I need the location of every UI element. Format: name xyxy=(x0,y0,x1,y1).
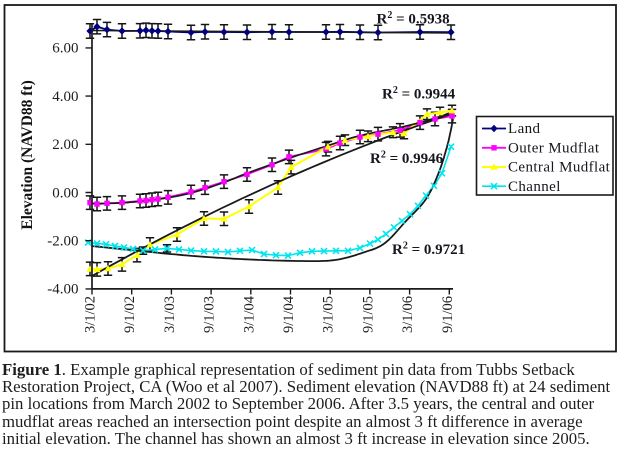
svg-text:4.00: 4.00 xyxy=(52,89,78,105)
svg-text:0.00: 0.00 xyxy=(52,185,78,201)
svg-text:6.00: 6.00 xyxy=(52,41,78,57)
svg-text:Land: Land xyxy=(508,121,541,137)
svg-text:Outer Mudflat: Outer Mudflat xyxy=(508,141,600,157)
svg-text:9/1/05: 9/1/05 xyxy=(360,296,376,333)
svg-text:R2 = 0.5938: R2 = 0.5938 xyxy=(377,10,450,28)
svg-text:3/1/06: 3/1/06 xyxy=(400,296,416,333)
svg-text:Central Mudflat: Central Mudflat xyxy=(508,160,611,176)
svg-text:3/1/02: 3/1/02 xyxy=(83,296,99,333)
svg-text:-4.00: -4.00 xyxy=(47,282,78,298)
svg-text:R2 = 0.9944: R2 = 0.9944 xyxy=(382,85,456,103)
svg-text:Elevation (NAVD88 ft): Elevation (NAVD88 ft) xyxy=(19,80,36,230)
svg-text:9/1/03: 9/1/03 xyxy=(202,296,218,333)
svg-text:2.00: 2.00 xyxy=(52,137,78,153)
svg-text:R2 = 0.9946: R2 = 0.9946 xyxy=(370,150,444,168)
svg-text:9/1/02: 9/1/02 xyxy=(122,296,138,333)
svg-text:3/1/05: 3/1/05 xyxy=(321,296,337,333)
svg-text:R2 = 0.9721: R2 = 0.9721 xyxy=(392,241,465,259)
svg-text:Channel: Channel xyxy=(508,179,561,195)
svg-text:3/1/04: 3/1/04 xyxy=(241,295,257,333)
svg-text:9/1/04: 9/1/04 xyxy=(281,295,297,333)
svg-text:-2.00: -2.00 xyxy=(47,234,78,250)
svg-text:3/1/03: 3/1/03 xyxy=(162,296,178,333)
svg-text:9/1/06: 9/1/06 xyxy=(440,296,456,333)
